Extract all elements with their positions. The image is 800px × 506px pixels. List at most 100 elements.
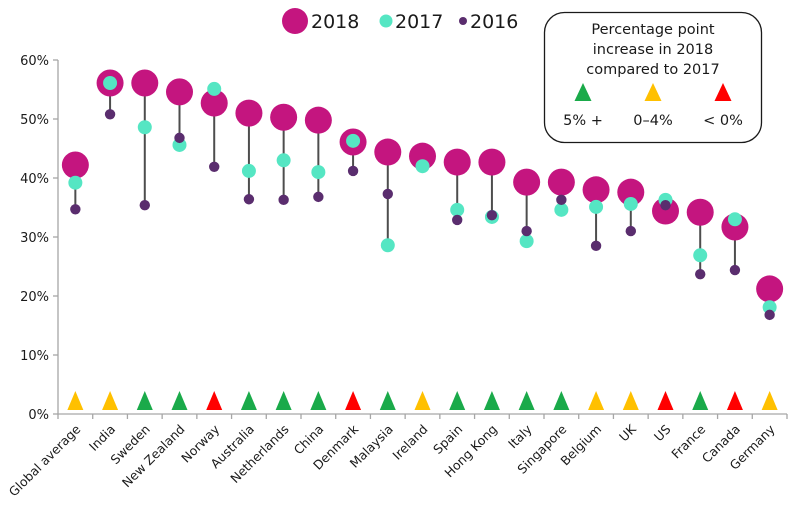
indicator-box-level-label: 5% + xyxy=(563,113,603,129)
change-indicator-triangle-high xyxy=(518,391,535,410)
change-indicator-triangle-mid xyxy=(102,391,119,410)
x-category-label: Ireland xyxy=(389,422,430,463)
y-tick-label: 0% xyxy=(28,408,49,423)
point-2017 xyxy=(380,238,395,253)
point-2018 xyxy=(374,138,402,166)
point-2016 xyxy=(660,199,671,211)
indicator-box-title-line: increase in 2018 xyxy=(593,42,713,58)
change-indicator-triangle-high xyxy=(136,391,153,410)
indicator-box-triangle-low xyxy=(714,83,732,101)
point-2017 xyxy=(276,153,291,168)
point-2018 xyxy=(652,197,679,225)
legend-marker-2018 xyxy=(282,8,308,34)
y-axis: 0% 10% 20% 30% 40% 50% 60% xyxy=(20,54,59,423)
point-2016 xyxy=(382,188,393,200)
indicator-box-triangle-mid xyxy=(644,83,662,101)
point-2016 xyxy=(347,165,359,177)
point-2016 xyxy=(521,225,532,237)
change-indicator-triangle-high xyxy=(240,391,257,410)
change-indicator-triangle-mid xyxy=(67,391,84,410)
change-indicator-triangle-high xyxy=(692,391,709,410)
point-2017 xyxy=(346,133,361,148)
point-2017 xyxy=(693,248,708,263)
x-category-label: Italy xyxy=(505,421,535,451)
point-2016 xyxy=(729,264,741,276)
point-2018 xyxy=(478,148,506,176)
point-2016 xyxy=(695,268,706,280)
point-2016 xyxy=(70,204,81,215)
legend-label: 2018 xyxy=(311,11,359,33)
change-indicator-triangle-mid xyxy=(588,391,605,410)
point-2016 xyxy=(243,194,255,205)
indicator-box-triangle-high xyxy=(574,83,592,101)
x-category-label: US xyxy=(651,421,674,444)
point-2018 xyxy=(304,106,332,134)
point-2018 xyxy=(166,78,193,106)
change-indicators xyxy=(67,391,778,410)
y-tick-label: 60% xyxy=(20,54,49,69)
change-indicator-triangle-high xyxy=(449,391,466,410)
point-2017 xyxy=(727,212,742,227)
x-category-label: Global average xyxy=(6,421,84,499)
point-2016 xyxy=(764,309,775,321)
point-2016 xyxy=(590,240,602,252)
indicator-box-frame xyxy=(543,11,763,144)
point-2018 xyxy=(756,275,784,303)
point-2017 xyxy=(554,202,569,217)
point-2017 xyxy=(623,196,638,211)
change-indicator-triangle-mid xyxy=(622,391,639,410)
point-2018 xyxy=(131,69,159,97)
change-indicator-triangle-high xyxy=(553,391,570,410)
point-2016 xyxy=(486,209,498,221)
change-indicator-triangle-mid xyxy=(761,391,778,410)
change-indicator-triangle-high xyxy=(379,391,396,410)
change-indicator-triangle-high xyxy=(275,391,292,410)
point-2018 xyxy=(686,198,714,226)
y-tick-label: 50% xyxy=(20,113,49,128)
data-points xyxy=(61,69,784,321)
point-2016 xyxy=(174,132,185,144)
y-tick-label: 30% xyxy=(20,231,49,246)
point-2018 xyxy=(235,99,263,127)
point-2016 xyxy=(625,225,636,237)
legend-marker-2017 xyxy=(379,14,393,28)
y-tick-label: 10% xyxy=(20,349,49,364)
point-2017 xyxy=(103,76,118,91)
indicator-box-title-line: compared to 2017 xyxy=(586,62,720,78)
change-indicator-triangle-low xyxy=(726,391,743,410)
x-category-label: India xyxy=(86,422,118,454)
change-indicator-triangle-high xyxy=(483,391,500,410)
legend: 2018 2017 2016 xyxy=(282,8,518,34)
indicator-box-level-label: < 0% xyxy=(703,113,743,129)
point-2018 xyxy=(547,168,575,196)
point-2018 xyxy=(513,168,541,196)
y-tick-label: 40% xyxy=(20,172,49,187)
legend-marker-2016 xyxy=(459,17,467,25)
point-2017 xyxy=(762,300,777,315)
point-2017 xyxy=(311,165,326,180)
change-indicator-triangle-high xyxy=(310,391,327,410)
point-2017 xyxy=(415,159,430,174)
point-2016 xyxy=(452,214,463,226)
point-2017 xyxy=(450,202,465,217)
point-2017 xyxy=(68,175,83,190)
point-2018 xyxy=(409,142,436,170)
legend-label: 2017 xyxy=(395,11,443,33)
change-indicator-triangle-mid xyxy=(414,391,431,410)
y-tick-label: 20% xyxy=(20,290,49,305)
point-2016 xyxy=(209,161,220,172)
point-2016 xyxy=(139,199,150,211)
point-2018 xyxy=(61,151,89,179)
indicator-box-level-label: 0–4% xyxy=(633,113,672,129)
point-2017 xyxy=(589,199,604,214)
point-2017 xyxy=(137,120,152,135)
point-2017 xyxy=(241,163,256,178)
indicator-box-title-line: Percentage point xyxy=(591,22,714,38)
point-2018 xyxy=(270,103,298,131)
point-2016 xyxy=(278,194,289,206)
change-indicator-triangle-low xyxy=(657,391,674,410)
change-indicator-triangle-low xyxy=(206,391,223,410)
point-2016 xyxy=(313,191,324,203)
